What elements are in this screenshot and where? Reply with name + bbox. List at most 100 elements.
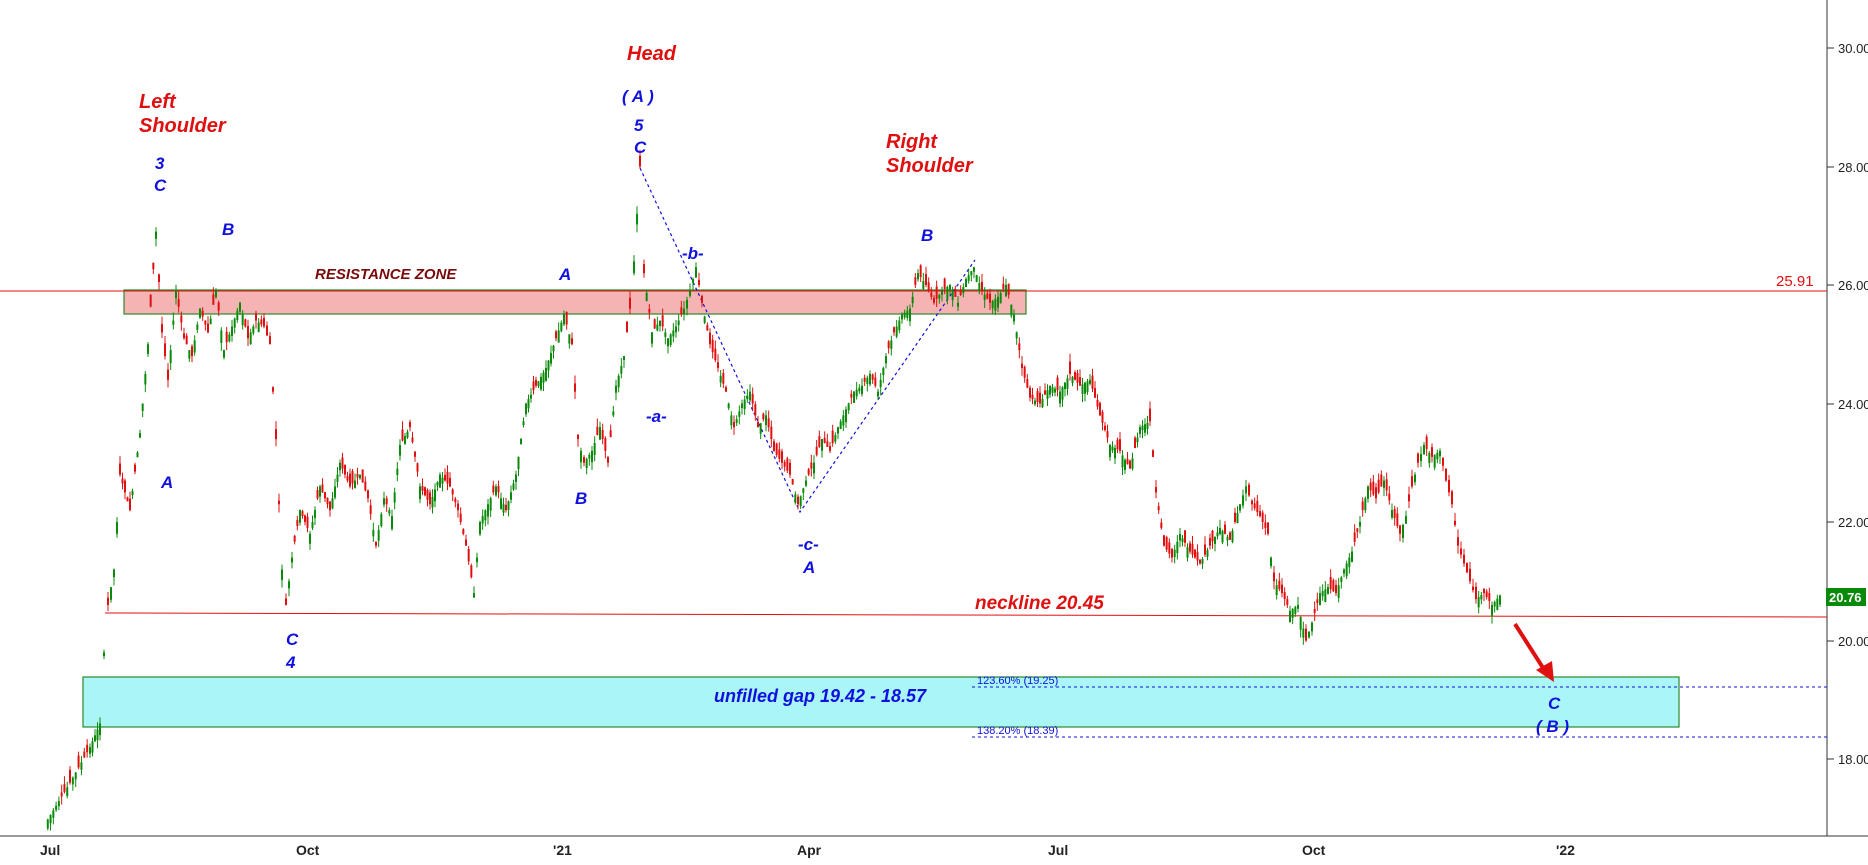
- candle-body: [431, 496, 434, 508]
- candle-body: [1423, 444, 1425, 455]
- candle-body: [144, 373, 147, 385]
- candle-body: [1189, 543, 1191, 552]
- candle-body: [797, 496, 799, 505]
- candle-body: [669, 334, 672, 346]
- candle-body: [107, 597, 109, 605]
- candle-body: [837, 427, 839, 434]
- candle-body: [845, 409, 847, 423]
- candle-body: [1160, 522, 1163, 528]
- candle-body: [957, 302, 959, 307]
- candle-body: [49, 814, 52, 824]
- candle-body: [1079, 377, 1081, 386]
- candle-body: [1335, 584, 1337, 594]
- candle-body: [46, 819, 49, 829]
- x-tick-oct-20: Oct: [296, 842, 320, 858]
- candle-body: [207, 323, 209, 333]
- left-shoulder-label-1: Left: [139, 91, 177, 113]
- candle-body: [1391, 510, 1393, 518]
- candle-body: [1245, 486, 1247, 494]
- candle-body: [188, 350, 191, 359]
- candle-body: [1251, 500, 1253, 505]
- candle-body: [465, 539, 467, 546]
- candle-body: [306, 516, 309, 528]
- candle-body: [746, 395, 749, 400]
- candle-body: [815, 446, 818, 455]
- candle-body: [1131, 458, 1134, 469]
- candle-body: [701, 295, 703, 303]
- candle-body: [275, 429, 277, 440]
- candle-body: [887, 341, 890, 349]
- candle-body: [919, 265, 922, 278]
- candle-body: [57, 801, 60, 807]
- candle-body: [247, 326, 249, 339]
- wave-label-5: 5: [634, 116, 644, 135]
- candle-body: [1469, 568, 1471, 582]
- candle-body: [1294, 606, 1297, 615]
- candle-body: [1377, 479, 1380, 493]
- candle-body: [86, 744, 89, 753]
- candle-body: [359, 474, 361, 479]
- candle-body: [220, 330, 223, 343]
- candle-body: [949, 285, 951, 290]
- candle-body: [604, 438, 607, 451]
- wave-label-3c: C: [154, 176, 167, 195]
- candle-body: [510, 492, 512, 500]
- wave-label-c4: C: [286, 630, 299, 649]
- candle-body: [893, 327, 895, 333]
- candle-body: [1273, 572, 1275, 582]
- candle-body: [767, 418, 770, 428]
- candle-body: [786, 458, 789, 471]
- candle-body: [903, 312, 906, 318]
- candle-body: [656, 324, 659, 331]
- candle-body: [520, 439, 522, 445]
- candle-body: [1066, 378, 1069, 389]
- candle-body: [129, 498, 131, 511]
- candle-body: [927, 282, 930, 291]
- candle-body: [1221, 530, 1224, 543]
- candle-body: [869, 373, 871, 385]
- candle-body: [1499, 595, 1501, 605]
- candle-body: [967, 275, 970, 281]
- candle-body: [52, 810, 55, 818]
- candle-body: [1194, 549, 1196, 558]
- candle-body: [55, 805, 58, 811]
- candle-body: [997, 296, 999, 308]
- candle-body: [965, 279, 967, 288]
- candle-body: [1278, 580, 1281, 590]
- candle-body: [147, 344, 149, 354]
- candle-body: [1036, 391, 1039, 403]
- candle-body: [1054, 388, 1056, 393]
- candle-body: [1114, 447, 1116, 459]
- candle-body: [1196, 552, 1199, 561]
- candle-body: [233, 318, 236, 328]
- candle-body: [487, 504, 489, 517]
- candle-body: [60, 792, 63, 797]
- candle-body: [1477, 597, 1480, 608]
- candle-body: [177, 298, 180, 307]
- candle-body: [401, 429, 404, 441]
- candle-body: [946, 286, 949, 300]
- candle-body: [853, 391, 855, 403]
- candle-body: [607, 457, 609, 463]
- candle-body: [568, 334, 571, 344]
- candle-body: [96, 729, 99, 741]
- candle-body: [1239, 504, 1241, 511]
- candle-body: [1329, 576, 1332, 590]
- candle-body: [1018, 343, 1021, 351]
- candle-body: [571, 338, 573, 345]
- candle-body: [281, 569, 283, 581]
- candle-body: [1385, 479, 1388, 491]
- candle-body: [591, 450, 593, 463]
- candle-body: [1356, 528, 1359, 532]
- candle-body: [580, 450, 582, 463]
- candle-body: [419, 486, 421, 500]
- candle-body: [255, 313, 257, 321]
- candle-body: [339, 462, 341, 471]
- candle-body: [429, 492, 431, 505]
- candle-body: [217, 302, 220, 311]
- candle-body: [609, 430, 612, 438]
- candle-body: [505, 504, 507, 511]
- candle-body: [525, 403, 527, 415]
- candle-body: [1126, 458, 1129, 465]
